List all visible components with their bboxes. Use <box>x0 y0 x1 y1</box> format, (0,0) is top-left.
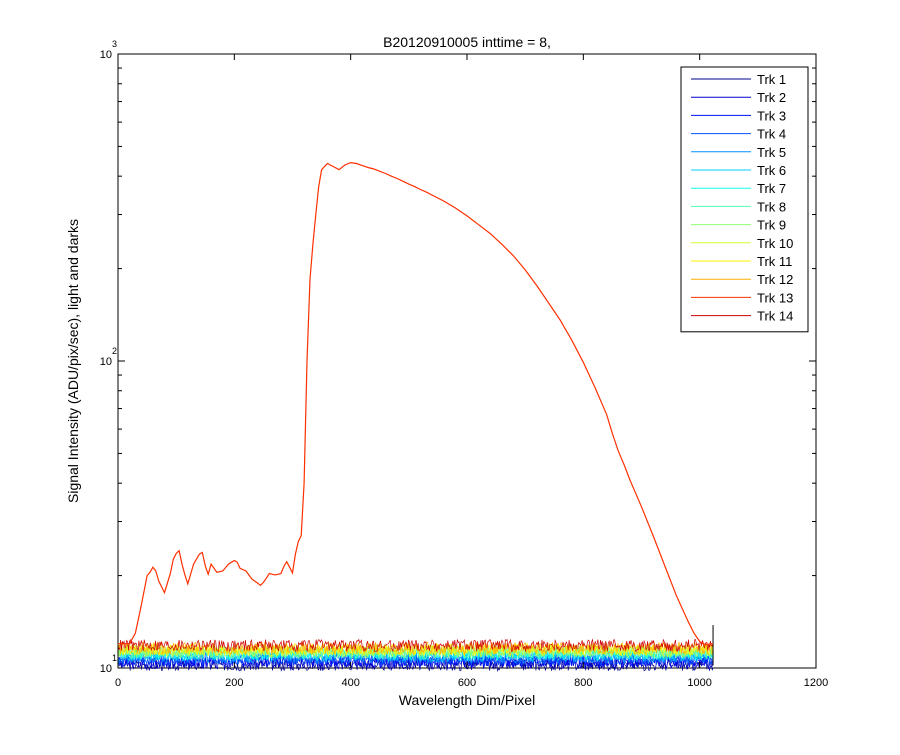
chart-title: B20120910005 inttime = 8, <box>383 34 551 50</box>
x-tick-label: 800 <box>574 677 592 689</box>
legend-label: Trk 7 <box>757 181 786 196</box>
legend-box <box>680 66 809 333</box>
legend-label: Trk 14 <box>757 309 793 324</box>
legend-label: Trk 10 <box>757 236 793 251</box>
y-tick-label-base: 10 <box>100 356 112 368</box>
legend-label: Trk 9 <box>757 218 786 233</box>
y-tick-label-base: 10 <box>100 663 112 675</box>
series-line-trk-12 <box>117 641 714 656</box>
legend-label: Trk 6 <box>757 163 786 178</box>
series-line-trk-13-light <box>118 161 713 646</box>
y-tick-label-exponent: 1 <box>112 653 117 663</box>
legend-label: Trk 13 <box>757 290 793 305</box>
legend-label: Trk 8 <box>757 199 786 214</box>
y-tick-label-exponent: 2 <box>112 346 117 356</box>
x-tick-label: 1200 <box>804 677 828 689</box>
x-axis-label: Wavelength Dim/Pixel <box>399 692 535 708</box>
x-tick-label: 200 <box>225 677 243 689</box>
legend-label: Trk 4 <box>757 127 786 142</box>
y-tick-label-exponent: 3 <box>112 39 117 49</box>
x-tick-label: 0 <box>115 677 121 689</box>
legend-label: Trk 11 <box>757 254 792 269</box>
legend: Trk 1 Trk 2 Trk 3 Trk 4 Trk 5 Trk 6 Trk 7 Trk 8… <box>680 66 809 333</box>
legend-label: Trk 5 <box>757 145 786 160</box>
legend-label: Trk 3 <box>757 108 786 123</box>
x-tick-label: 1000 <box>687 677 711 689</box>
series-line-trk-14 <box>117 638 714 653</box>
legend-label: Trk 12 <box>757 272 793 287</box>
x-tick-label: 400 <box>341 677 359 689</box>
y-axis-label: Signal Intensity (ADU/pix/sec), light an… <box>65 219 81 503</box>
legend-label: Trk 1 <box>757 72 786 87</box>
x-tick-label: 600 <box>458 677 476 689</box>
y-tick-label-base: 10 <box>100 49 112 61</box>
series-layer <box>117 161 714 673</box>
legend-label: Trk 2 <box>757 90 786 105</box>
